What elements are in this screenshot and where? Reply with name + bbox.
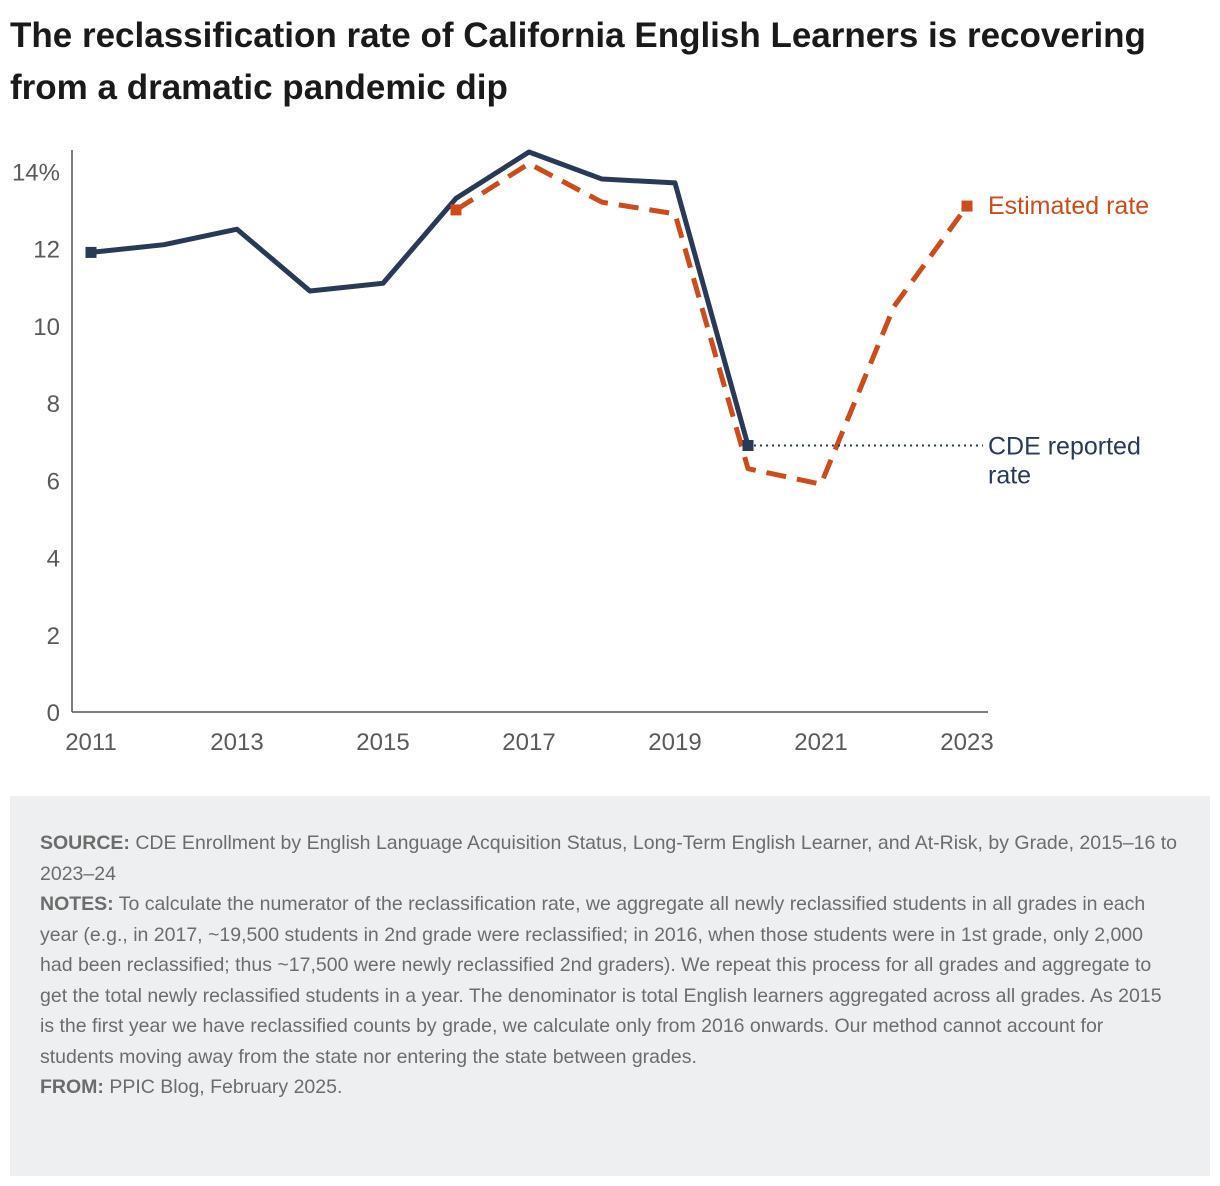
y-tick-label: 10 [33, 314, 60, 341]
estimated-end-marker [961, 200, 973, 212]
estimated-rate-label: Estimated rate [988, 192, 1149, 220]
cde-end-marker [742, 440, 754, 452]
y-tick-label: 2 [47, 623, 60, 650]
chart-series [85, 149, 973, 487]
source-text: CDE Enrollment by English Language Acqui… [40, 832, 1178, 885]
source-label: SOURCE: [40, 832, 130, 854]
x-tick-label: 2019 [648, 729, 701, 756]
x-tick-label: 2021 [794, 729, 847, 756]
from-label: FROM: [40, 1076, 104, 1098]
notes-note: NOTES: To calculate the numerator of the… [40, 889, 1180, 1072]
x-tick-label: 2015 [356, 729, 409, 756]
footnote-box: SOURCE: CDE Enrollment by English Langua… [10, 796, 1210, 1176]
y-tick-label: 14% [12, 159, 60, 186]
axis-ticks: 2011 2013 2015 2017 2019 2021 2023 0 2 4 6 8 10 12 14% [12, 159, 994, 756]
x-tick-label: 2017 [502, 729, 555, 756]
estimated-start-marker [450, 204, 462, 216]
cde-start-marker [85, 246, 97, 258]
notes-text: To calculate the numerator of the reclas… [40, 893, 1162, 1068]
from-note: FROM: PPIC Blog, February 2025. [40, 1072, 1180, 1103]
x-tick-label: 2023 [940, 729, 993, 756]
y-tick-label: 4 [47, 546, 60, 573]
axes [71, 150, 988, 713]
line-chart: 2011 2013 2015 2017 2019 2021 2023 0 2 4 6 8 10 12 14%… [12, 149, 1149, 756]
cde-reported-rate-line [90, 149, 751, 447]
y-tick-label: 12 [33, 237, 60, 264]
chart-title: The reclassification rate of California … [10, 16, 1146, 107]
y-tick-label: 8 [47, 391, 60, 418]
y-tick-label: 0 [47, 700, 60, 727]
cde-reported-label: CDE reported [988, 433, 1141, 461]
source-note: SOURCE: CDE Enrollment by English Langua… [40, 828, 1180, 889]
x-tick-label: 2013 [210, 729, 263, 756]
x-tick-label: 2011 [65, 729, 117, 756]
cde-reported-label-line2: rate [988, 462, 1031, 490]
estimated-rate-line [454, 161, 970, 487]
notes-label: NOTES: [40, 893, 114, 915]
from-text: PPIC Blog, February 2025. [109, 1076, 343, 1098]
y-tick-label: 6 [47, 468, 60, 495]
